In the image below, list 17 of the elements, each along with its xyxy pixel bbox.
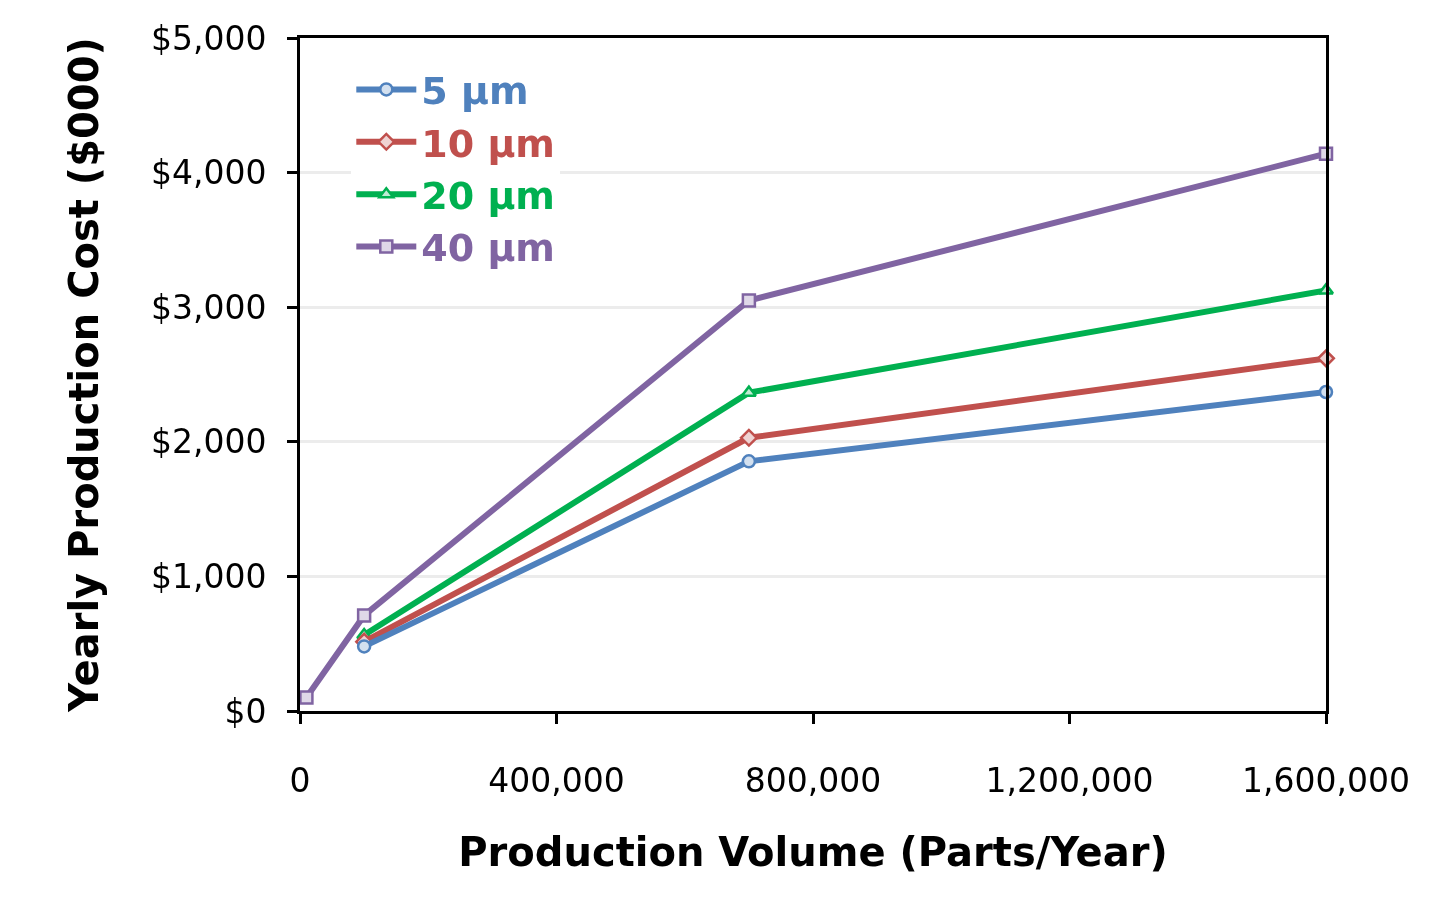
- x-tick-label: 1,200,000: [985, 760, 1154, 800]
- y-axis-title: Yearly Production Cost ($000): [61, 37, 108, 713]
- x-tick-label: 800,000: [744, 760, 882, 800]
- y-tick-label: $4,000: [150, 153, 267, 193]
- legend-label: 10 µm: [421, 121, 555, 166]
- y-tick-label: $0: [224, 691, 267, 731]
- legend-label: 5 µm: [421, 69, 529, 114]
- x-axis-title: Production Volume (Parts/Year): [458, 829, 1168, 876]
- x-tick-label: 400,000: [488, 760, 625, 800]
- y-tick-label: $3,000: [150, 287, 267, 327]
- y-tick-label: $5,000: [150, 18, 267, 58]
- x-tick-label: 1,600,000: [1242, 760, 1410, 800]
- y-tick-label: $1,000: [150, 556, 267, 596]
- legend-label: 40 µm: [421, 226, 555, 271]
- y-tick-label: $2,000: [150, 422, 267, 462]
- legend-label: 20 µm: [421, 174, 555, 219]
- x-tick-label: 0: [289, 760, 311, 800]
